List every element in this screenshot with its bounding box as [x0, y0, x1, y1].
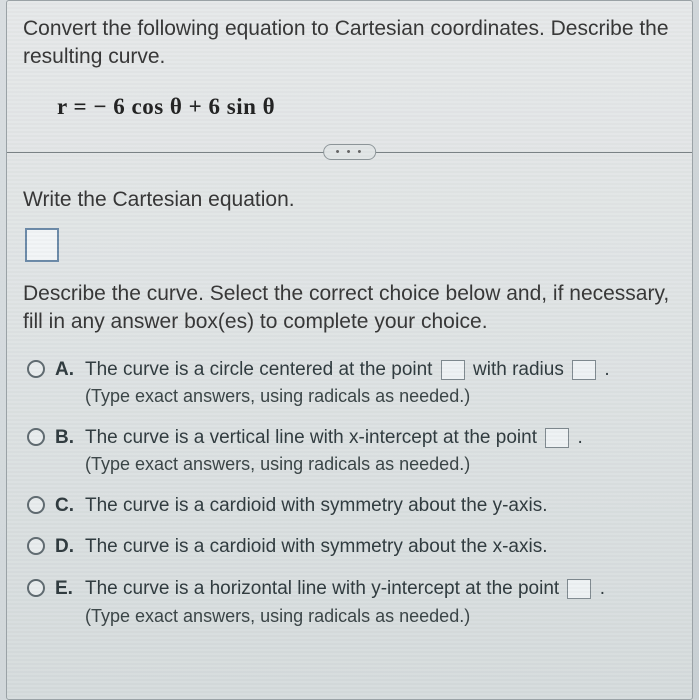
choice-a[interactable]: A. The curve is a circle centered at the…	[23, 351, 676, 419]
choice-b-text: The curve is a vertical line with x-inte…	[85, 425, 674, 477]
choice-c-text: The curve is a cardioid with symmetry ab…	[85, 493, 674, 519]
choice-d-pre: The curve is a cardioid with symmetry ab…	[85, 536, 548, 557]
choice-c-pre: The curve is a cardioid with symmetry ab…	[85, 495, 548, 516]
choice-b-blank-1[interactable]	[545, 428, 569, 448]
equation-text: r = − 6 cos θ + 6 sin θ	[57, 94, 676, 120]
choice-a-post: .	[604, 359, 609, 380]
choice-a-mid: with radius	[473, 359, 564, 380]
radio-d[interactable]	[27, 537, 45, 555]
radio-b[interactable]	[27, 428, 45, 446]
choice-a-hint: (Type exact answers, using radicals as n…	[85, 384, 674, 408]
choice-a-text: The curve is a circle centered at the po…	[85, 357, 674, 409]
choice-c[interactable]: C. The curve is a cardioid with symmetry…	[23, 487, 676, 529]
choice-b-post: .	[578, 427, 583, 448]
choice-a-blank-2[interactable]	[572, 360, 596, 380]
choice-b-hint: (Type exact answers, using radicals as n…	[85, 452, 674, 476]
question-panel: Convert the following equation to Cartes…	[6, 0, 693, 700]
choice-e-pre: The curve is a horizontal line with y-in…	[85, 578, 559, 599]
choice-e-letter: E.	[55, 576, 77, 602]
choice-e[interactable]: E. The curve is a horizontal line with y…	[23, 570, 676, 638]
choice-a-blank-1[interactable]	[441, 360, 465, 380]
section2-heading: Describe the curve. Select the correct c…	[23, 280, 676, 337]
choice-c-letter: C.	[55, 493, 77, 519]
radio-a[interactable]	[27, 360, 45, 378]
question-prompt: Convert the following equation to Cartes…	[23, 15, 676, 72]
radio-c[interactable]	[27, 496, 45, 514]
separator: • • •	[23, 138, 676, 168]
choice-e-text: The curve is a horizontal line with y-in…	[85, 576, 674, 628]
section1-heading: Write the Cartesian equation.	[23, 186, 676, 214]
cartesian-equation-input[interactable]	[25, 228, 59, 262]
choice-a-pre: The curve is a circle centered at the po…	[85, 359, 432, 380]
choice-b-letter: B.	[55, 425, 77, 451]
choice-b[interactable]: B. The curve is a vertical line with x-i…	[23, 419, 676, 487]
section-cartesian: Write the Cartesian equation.	[23, 186, 676, 262]
section-describe: Describe the curve. Select the correct c…	[23, 280, 676, 638]
choice-e-blank-1[interactable]	[567, 579, 591, 599]
choice-b-pre: The curve is a vertical line with x-inte…	[85, 427, 537, 448]
choice-d-text: The curve is a cardioid with symmetry ab…	[85, 534, 674, 560]
choice-e-hint: (Type exact answers, using radicals as n…	[85, 604, 674, 628]
choice-d-letter: D.	[55, 534, 77, 560]
choice-d[interactable]: D. The curve is a cardioid with symmetry…	[23, 528, 676, 570]
separator-pill[interactable]: • • •	[323, 144, 377, 160]
choice-list: A. The curve is a circle centered at the…	[23, 351, 676, 638]
radio-e[interactable]	[27, 579, 45, 597]
choice-a-letter: A.	[55, 357, 77, 383]
choice-e-post: .	[600, 578, 605, 599]
